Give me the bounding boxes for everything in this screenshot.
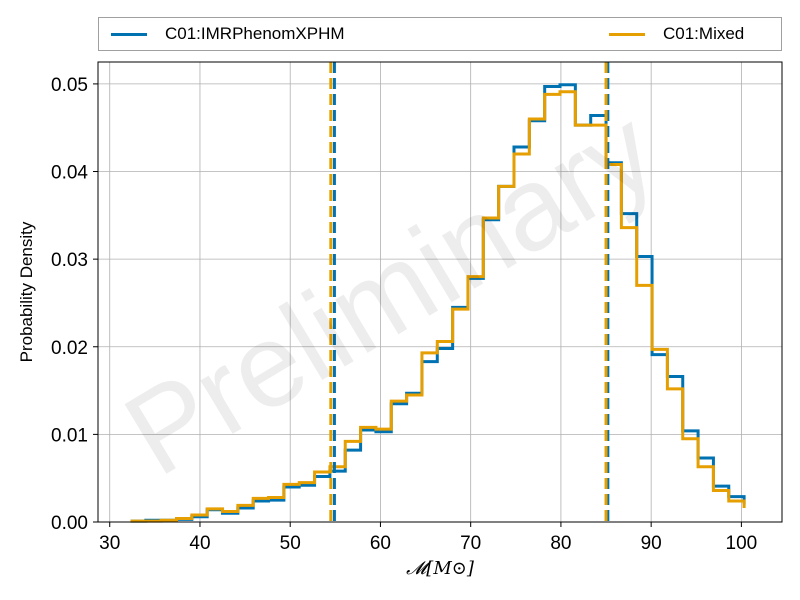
x-tick-label: 50 [280,533,301,554]
y-axis-ticks: 0.00 0.01 0.02 0.03 0.04 0.05 [51,75,98,534]
interval-lines [329,62,610,522]
plot-area [98,62,782,522]
y-tick-label: 0.00 [51,513,88,534]
y-tick-label: 0.04 [51,163,88,184]
series-imrphenomxphm [130,83,746,523]
y-axis-label: Probability Density [17,221,36,362]
x-tick-label: 80 [550,533,571,554]
series-layer [130,83,746,523]
x-tick-label: 100 [726,533,758,554]
legend-entry-imrphenomxphm: C01:IMRPhenomXPHM [111,18,345,50]
legend-entry-mixed: C01:Mixed [609,18,744,50]
y-tick-label: 0.03 [51,250,88,271]
plot-frame [97,61,783,523]
grid-lines [98,62,782,523]
legend-label-mixed: C01:Mixed [663,24,745,43]
y-tick-label: 0.05 [51,75,88,96]
legend: C01:IMRPhenomXPHM C01:Mixed [98,17,782,51]
histogram-step-line [130,90,746,523]
x-tick-label: 90 [641,533,662,554]
x-tick-label: 70 [460,533,481,554]
y-tick-label: 0.02 [51,338,88,359]
x-axis-label: 𝓜[M⊙] [406,558,475,579]
legend-swatch-imrphenomxphm [111,32,147,36]
histogram-step-line [130,83,746,523]
series-mixed [130,90,746,523]
x-tick-label: 60 [370,533,391,554]
x-tick-label: 30 [99,533,120,554]
legend-label-imrphenomxphm: C01:IMRPhenomXPHM [165,24,345,43]
x-tick-label: 40 [189,533,210,554]
legend-swatch-mixed [609,32,645,36]
y-tick-label: 0.01 [51,425,88,446]
x-axis-ticks: 30 40 50 60 70 80 90 100 [99,522,757,554]
